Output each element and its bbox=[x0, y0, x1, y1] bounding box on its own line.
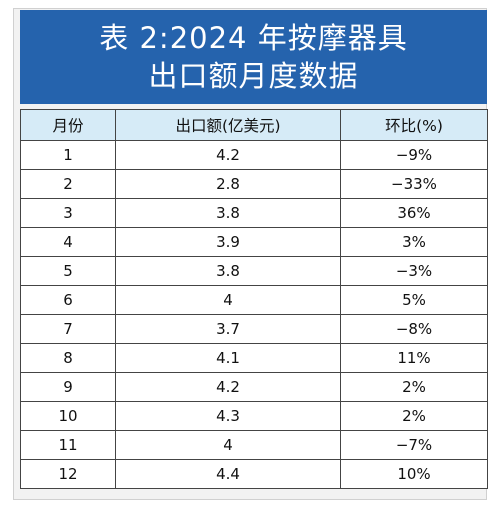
cell-export: 4.3 bbox=[115, 401, 341, 431]
cell-mom: −7% bbox=[340, 430, 488, 460]
table-row: 4 3.9 3% bbox=[20, 227, 488, 257]
cell-export: 4.2 bbox=[115, 140, 341, 170]
table-row: 2 2.8 −33% bbox=[20, 169, 488, 199]
cell-mom: −33% bbox=[340, 169, 488, 199]
cell-export: 3.9 bbox=[115, 227, 341, 257]
table-row: 3 3.8 36% bbox=[20, 198, 488, 228]
cell-export: 3.8 bbox=[115, 198, 341, 228]
cell-mom: 2% bbox=[340, 372, 488, 402]
table-body: 1 4.2 −9% 2 2.8 −33% 3 3.8 36% 4 3.9 3% … bbox=[20, 140, 488, 489]
cell-export: 4.4 bbox=[115, 459, 341, 489]
cell-month: 2 bbox=[20, 169, 116, 199]
cell-export: 4.2 bbox=[115, 372, 341, 402]
header-mom: 环比(%) bbox=[340, 109, 488, 141]
cell-month: 11 bbox=[20, 430, 116, 460]
cell-mom: −9% bbox=[340, 140, 488, 170]
table-row: 11 4 −7% bbox=[20, 430, 488, 460]
cell-export: 3.7 bbox=[115, 314, 341, 344]
cell-month: 12 bbox=[20, 459, 116, 489]
cell-mom: 3% bbox=[340, 227, 488, 257]
cell-month: 8 bbox=[20, 343, 116, 373]
cell-mom: 10% bbox=[340, 459, 488, 489]
cell-month: 3 bbox=[20, 198, 116, 228]
cell-month: 9 bbox=[20, 372, 116, 402]
header-export: 出口额(亿美元) bbox=[115, 109, 341, 141]
table-row: 6 4 5% bbox=[20, 285, 488, 315]
cell-export: 3.8 bbox=[115, 256, 341, 286]
cell-export: 2.8 bbox=[115, 169, 341, 199]
export-table: 月份 出口额(亿美元) 环比(%) 1 4.2 −9% 2 2.8 −33% 3… bbox=[20, 109, 488, 489]
table-row: 5 3.8 −3% bbox=[20, 256, 488, 286]
cell-mom: −3% bbox=[340, 256, 488, 286]
cell-mom: 11% bbox=[340, 343, 488, 373]
cell-mom: −8% bbox=[340, 314, 488, 344]
cell-mom: 5% bbox=[340, 285, 488, 315]
table-row: 1 4.2 −9% bbox=[20, 140, 488, 170]
cell-month: 10 bbox=[20, 401, 116, 431]
header-month: 月份 bbox=[20, 109, 116, 141]
table-header-row: 月份 出口额(亿美元) 环比(%) bbox=[20, 109, 488, 141]
table-row: 10 4.3 2% bbox=[20, 401, 488, 431]
cell-month: 1 bbox=[20, 140, 116, 170]
title-line-2: 出口额月度数据 bbox=[148, 59, 359, 93]
table-row: 12 4.4 10% bbox=[20, 459, 488, 489]
title-line-1: 表 2:2024 年按摩器具 bbox=[99, 21, 408, 55]
cell-export: 4 bbox=[115, 430, 341, 460]
cell-month: 7 bbox=[20, 314, 116, 344]
table-row: 8 4.1 11% bbox=[20, 343, 488, 373]
cell-month: 4 bbox=[20, 227, 116, 257]
table-row: 7 3.7 −8% bbox=[20, 314, 488, 344]
cell-month: 6 bbox=[20, 285, 116, 315]
cell-month: 5 bbox=[20, 256, 116, 286]
cell-mom: 36% bbox=[340, 198, 488, 228]
cell-export: 4 bbox=[115, 285, 341, 315]
title-banner: 表 2:2024 年按摩器具 出口额月度数据 bbox=[20, 10, 487, 104]
cell-mom: 2% bbox=[340, 401, 488, 431]
table-row: 9 4.2 2% bbox=[20, 372, 488, 402]
cell-export: 4.1 bbox=[115, 343, 341, 373]
